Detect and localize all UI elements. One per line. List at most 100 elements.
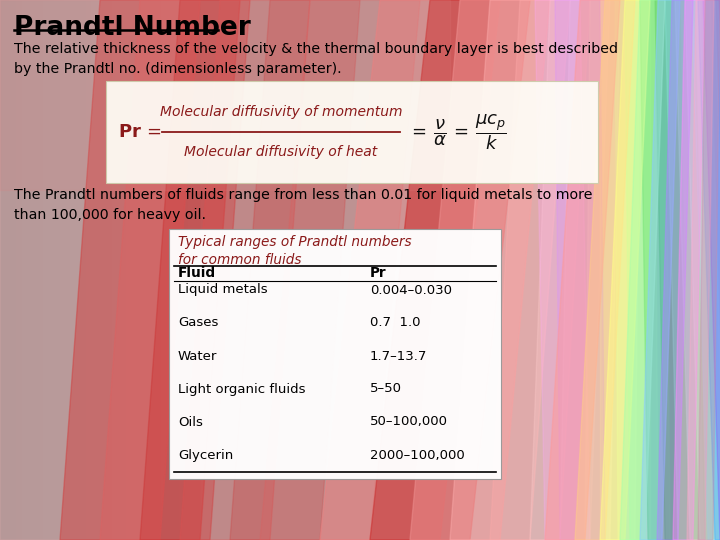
Bar <box>79 0 80 540</box>
Bar <box>98 0 99 540</box>
Text: 50–100,000: 50–100,000 <box>370 415 448 429</box>
Bar <box>76 0 77 540</box>
Bar <box>116 0 117 540</box>
Bar <box>2 0 3 540</box>
Bar <box>127 0 128 540</box>
Polygon shape <box>575 0 635 540</box>
FancyBboxPatch shape <box>169 229 501 479</box>
Polygon shape <box>140 0 250 540</box>
Bar <box>188 0 189 540</box>
Bar <box>199 0 200 540</box>
Bar <box>143 0 144 540</box>
Bar <box>80 0 81 540</box>
Bar <box>43 0 44 540</box>
Bar <box>95 0 96 540</box>
Bar <box>25 0 26 540</box>
Text: 0.004–0.030: 0.004–0.030 <box>370 284 452 296</box>
Bar <box>19 0 20 540</box>
Bar <box>130 0 131 540</box>
Bar <box>89 0 90 540</box>
Bar <box>30 0 31 540</box>
Bar <box>12 0 13 540</box>
Bar <box>133 0 134 540</box>
Bar <box>172 0 173 540</box>
Bar <box>169 0 170 540</box>
Bar <box>134 0 135 540</box>
Bar <box>48 0 49 540</box>
Polygon shape <box>625 0 670 540</box>
Bar <box>111 0 112 540</box>
Bar <box>156 0 157 540</box>
Polygon shape <box>180 0 310 540</box>
Bar <box>128 0 129 540</box>
Bar <box>81 0 82 540</box>
Bar <box>62 0 63 540</box>
Bar <box>141 0 142 540</box>
Bar <box>168 0 169 540</box>
Bar <box>118 0 119 540</box>
Bar <box>157 0 158 540</box>
Bar <box>174 0 175 540</box>
Bar <box>121 0 122 540</box>
Text: 5–50: 5–50 <box>370 382 402 395</box>
Bar <box>58 0 59 540</box>
Bar <box>142 0 143 540</box>
Bar <box>103 0 104 540</box>
Bar <box>184 0 185 540</box>
Polygon shape <box>490 0 590 540</box>
Bar <box>186 0 187 540</box>
Text: Molecular diffusivity of momentum: Molecular diffusivity of momentum <box>160 105 402 119</box>
Bar <box>137 0 138 540</box>
Bar <box>195 0 196 540</box>
Bar <box>49 0 50 540</box>
Bar <box>88 0 89 540</box>
Polygon shape <box>600 0 650 540</box>
Polygon shape <box>692 0 720 540</box>
Bar <box>10 0 11 540</box>
Bar <box>97 0 98 540</box>
Bar <box>158 0 159 540</box>
Bar <box>194 0 195 540</box>
Text: Molecular diffusivity of heat: Molecular diffusivity of heat <box>184 145 377 159</box>
Text: Fluid: Fluid <box>178 266 216 280</box>
Bar <box>119 0 120 540</box>
Bar <box>69 0 70 540</box>
Bar <box>9 0 10 540</box>
Bar <box>129 0 130 540</box>
Bar <box>35 0 36 540</box>
Text: The Prandtl numbers of fluids range from less than 0.01 for liquid metals to mor: The Prandtl numbers of fluids range from… <box>14 188 593 221</box>
Bar <box>187 0 188 540</box>
Bar <box>60 0 61 540</box>
Bar <box>26 0 27 540</box>
Bar <box>0 0 1 540</box>
Polygon shape <box>450 0 570 540</box>
Bar <box>27 0 28 540</box>
Bar <box>104 0 105 540</box>
Bar <box>14 0 15 540</box>
Bar <box>164 0 165 540</box>
Bar <box>148 0 149 540</box>
Bar <box>44 0 45 540</box>
Bar <box>0 0 450 190</box>
Bar <box>92 0 93 540</box>
Bar <box>52 0 53 540</box>
Bar <box>32 0 33 540</box>
Bar <box>163 0 164 540</box>
Bar <box>191 0 192 540</box>
Bar <box>167 0 168 540</box>
Bar <box>113 0 114 540</box>
Bar <box>93 0 94 540</box>
Polygon shape <box>410 0 550 540</box>
Polygon shape <box>600 0 650 540</box>
Bar <box>114 0 115 540</box>
Bar <box>150 0 151 540</box>
Polygon shape <box>545 0 620 540</box>
Polygon shape <box>585 0 640 540</box>
Bar <box>189 0 190 540</box>
Bar <box>72 0 73 540</box>
Polygon shape <box>685 0 720 540</box>
Bar <box>11 0 12 540</box>
Bar <box>117 0 118 540</box>
Bar <box>53 0 54 540</box>
Bar <box>5 0 6 540</box>
